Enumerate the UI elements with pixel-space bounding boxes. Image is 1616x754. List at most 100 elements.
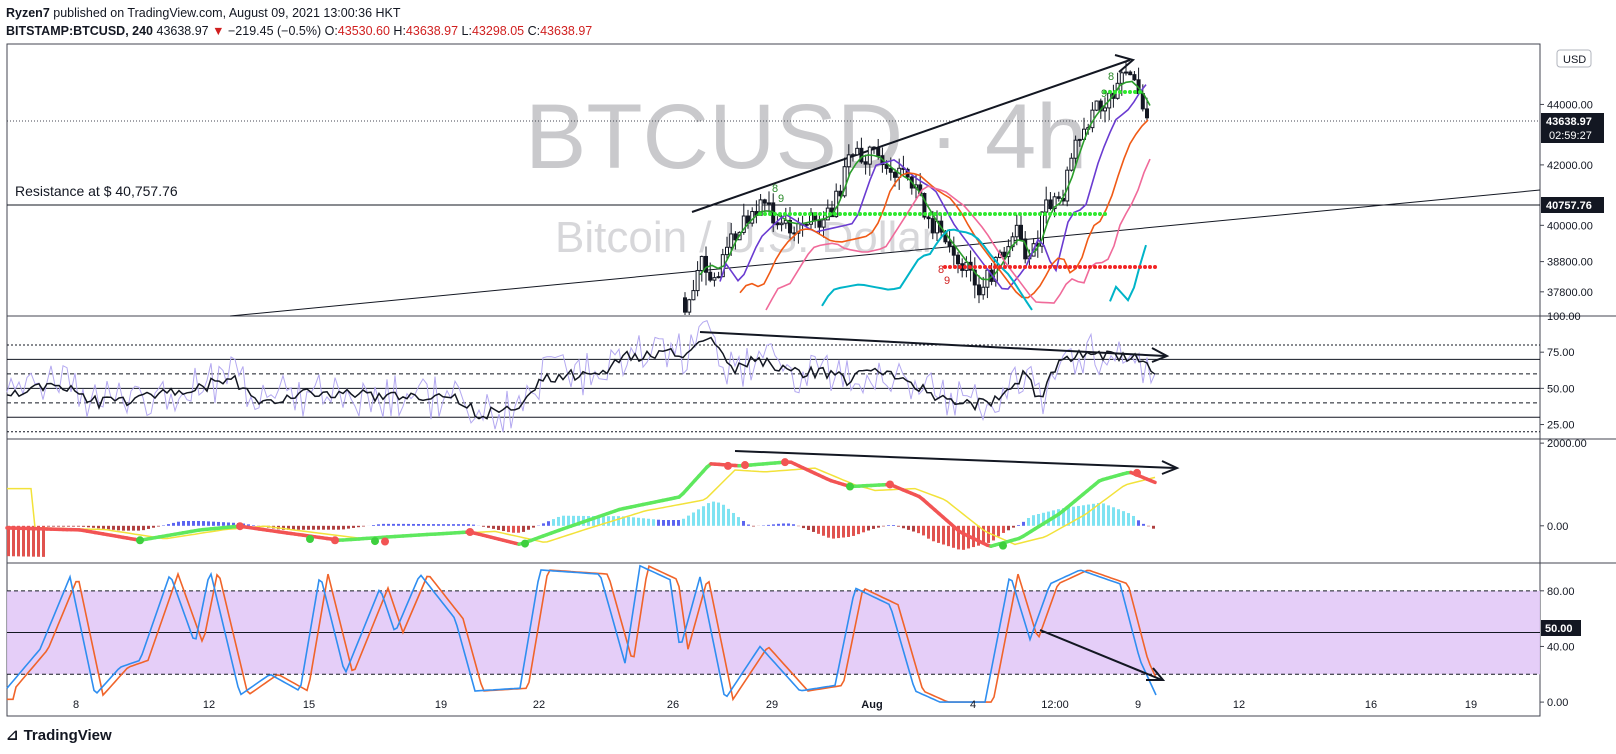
macd-cross-marker — [999, 541, 1007, 550]
support-dot — [923, 212, 927, 216]
support-dot — [1043, 212, 1047, 216]
macd-histogram-bar — [192, 520, 195, 526]
macd-histogram-bar — [297, 525, 300, 530]
trendline-arrow[interactable] — [691, 59, 1131, 213]
macd-histogram-bar — [847, 525, 850, 537]
support-dot — [928, 212, 932, 216]
support-dot — [1078, 212, 1082, 216]
candle — [1056, 191, 1061, 202]
candle-body — [859, 147, 864, 163]
currency-label[interactable]: USD — [1563, 54, 1586, 66]
candle — [985, 269, 990, 299]
candle-body — [762, 199, 767, 204]
macd-histogram-bar — [1102, 503, 1105, 526]
macd-divergence-line[interactable] — [734, 450, 1176, 469]
macd-histogram-bar — [352, 525, 355, 528]
close-value: 43638.97 — [540, 24, 593, 38]
candle — [1019, 214, 1023, 240]
macd-histogram-bar — [882, 525, 885, 527]
support-dot — [1028, 212, 1032, 216]
moving-average-line — [765, 158, 1151, 311]
macd-histogram-bar — [482, 525, 485, 527]
price-change: −219.45 (−0.5%) — [227, 24, 322, 38]
resistance-dot — [1153, 265, 1157, 269]
stoch-k-line — [6, 564, 1157, 703]
macd-histogram-bar — [917, 525, 920, 534]
resistance-dot — [958, 265, 962, 269]
candle-body — [1103, 107, 1107, 112]
macd-histogram-bar — [442, 524, 445, 526]
support-dot — [1098, 212, 1102, 216]
support-dot — [1003, 212, 1007, 216]
macd-cross-marker — [1133, 468, 1141, 477]
support-dot — [1083, 212, 1087, 216]
macd-histogram-bar — [877, 525, 880, 528]
candle — [863, 154, 868, 175]
support-dot — [938, 212, 942, 216]
stoch-pane — [6, 564, 1540, 703]
macd-histogram-bar — [937, 525, 940, 543]
macd-histogram-bar — [307, 525, 310, 530]
candle-body — [851, 154, 855, 157]
macd-histogram-bar — [627, 516, 630, 526]
last-price-tag: 43638.97 — [1546, 116, 1592, 128]
support-dot — [933, 212, 937, 216]
x-axis[interactable]: 8 12 15 19 22 26 29 Aug 4 12:00 9 12 16 19 — [73, 699, 1477, 711]
macd-histogram-bar — [702, 506, 705, 526]
support-dot — [993, 212, 997, 216]
candle — [909, 176, 914, 195]
y-axis[interactable]: 37800.00 38800.00 40000.00 42000.00 44000.00… — [1540, 99, 1593, 709]
macd-histogram-bar — [1137, 520, 1140, 526]
resistance-dot — [1133, 265, 1137, 269]
macd-cross-marker — [741, 461, 749, 470]
macd-histogram-bar — [147, 525, 150, 529]
y-tick-label: 0.00 — [1547, 521, 1568, 533]
x-tick-label: 26 — [667, 699, 679, 711]
macd-histogram-bar — [597, 516, 600, 526]
resistance-dot — [1033, 265, 1037, 269]
macd-histogram-bar — [767, 524, 770, 526]
support-dot — [798, 212, 802, 216]
rsi-divergence-line[interactable] — [699, 331, 1166, 357]
macd-histogram-bar — [117, 525, 120, 531]
symbol-label[interactable]: BITSTAMP:BTCUSD, 240 — [6, 24, 154, 38]
macd-histogram-bar — [132, 525, 135, 531]
candle-body — [981, 286, 986, 296]
macd-histogram-bar — [72, 525, 75, 527]
macd-histogram-bar — [732, 512, 735, 526]
candle — [947, 229, 952, 253]
macd-histogram-bar — [677, 520, 680, 526]
candle-body — [1098, 100, 1103, 112]
candle-body — [779, 222, 784, 226]
publisher-name[interactable]: Ryzen7 — [6, 6, 50, 20]
candle — [1002, 246, 1007, 267]
macd-histogram-bar — [687, 515, 690, 526]
macd-histogram-bar — [547, 521, 550, 526]
macd-histogram-bar — [1097, 503, 1100, 526]
macd-histogram-bar — [302, 525, 305, 530]
candle-body — [888, 167, 893, 173]
candle-body — [712, 277, 717, 281]
tradingview-logo[interactable]: ⊿ TradingView — [6, 726, 112, 745]
macd-cross-marker — [371, 537, 379, 546]
open-label: O: — [324, 24, 338, 38]
stoch-divergence-line[interactable] — [1039, 629, 1163, 681]
candle-body — [951, 245, 956, 256]
support-dot — [818, 212, 822, 216]
macd-histogram-bar — [412, 523, 415, 526]
macd-histogram-bar — [982, 525, 985, 545]
macd-histogram-bar — [212, 521, 215, 526]
macd-histogram-bar — [862, 525, 865, 533]
y-tick-label: 42000.00 — [1547, 160, 1593, 172]
countdown-tag: 02:59:27 — [1549, 130, 1592, 142]
macd-histogram-bar — [152, 525, 155, 528]
macd-histogram-bar — [1132, 515, 1135, 526]
support-dot — [1103, 212, 1107, 216]
support-dot — [813, 212, 817, 216]
resistance-dot — [978, 265, 982, 269]
high-label: H: — [393, 24, 406, 38]
rsi-fast-line — [6, 319, 1156, 433]
support-dot — [1038, 212, 1042, 216]
trendline[interactable] — [229, 189, 1541, 317]
